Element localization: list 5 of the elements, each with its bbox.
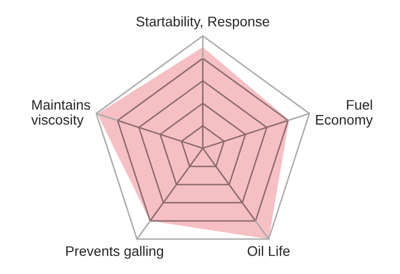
- spoke-label: Maintains viscosity: [31, 100, 90, 128]
- spoke-label: Fuel Economy: [316, 100, 373, 128]
- spoke-label: Startability, Response: [136, 16, 270, 30]
- spoke-label: Oil Life: [248, 246, 290, 256]
- spoke-label: Prevents galling: [66, 246, 164, 259]
